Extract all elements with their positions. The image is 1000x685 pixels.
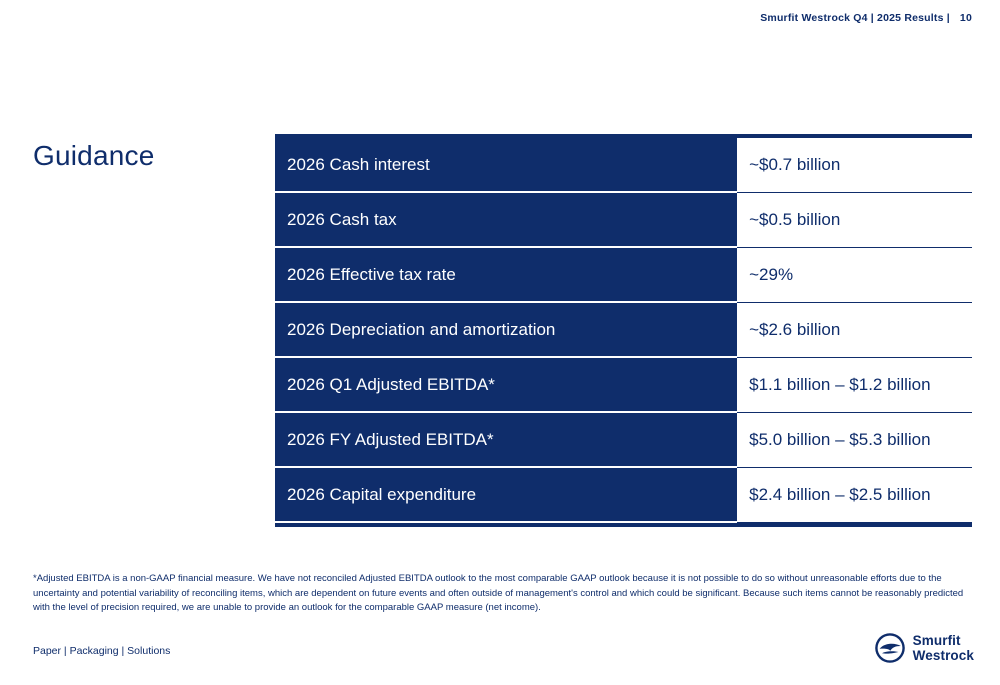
row-label: 2026 Capital expenditure [275, 468, 738, 523]
brand-text: Smurfit Westrock [913, 633, 974, 663]
table-row: 2026 Depreciation and amortization ~$2.6… [275, 303, 972, 358]
table-row: 2026 Q1 Adjusted EBITDA* $1.1 billion – … [275, 358, 972, 413]
row-label: 2026 Effective tax rate [275, 248, 738, 303]
table-top-rule [275, 134, 972, 138]
brand-lockup: Smurfit Westrock [874, 632, 974, 664]
row-value: ~29% [737, 248, 972, 303]
row-label: 2026 Cash tax [275, 193, 738, 248]
smurfit-westrock-logo-icon [874, 632, 906, 664]
row-value: ~$0.7 billion [737, 138, 972, 193]
brand-line-1: Smurfit [912, 632, 961, 648]
table-bottom-rule [275, 523, 972, 527]
row-value: $5.0 billion – $5.3 billion [737, 413, 972, 468]
page-title: Guidance [33, 140, 155, 171]
row-label: 2026 FY Adjusted EBITDA* [275, 413, 738, 468]
footnote: *Adjusted EBITDA is a non-GAAP financial… [33, 573, 964, 614]
row-value: ~$2.6 billion [737, 303, 972, 358]
table-row: 2026 Cash interest ~$0.7 billion [275, 138, 972, 193]
brand-line-2: Westrock [912, 648, 974, 663]
footer-tagline: Paper | Packaging | Solutions [33, 645, 171, 657]
row-label: 2026 Q1 Adjusted EBITDA* [275, 358, 738, 413]
table-row: 2026 FY Adjusted EBITDA* $5.0 billion – … [275, 413, 972, 468]
table-row: 2026 Cash tax ~$0.5 billion [275, 193, 972, 248]
row-label: 2026 Depreciation and amortization [275, 303, 738, 358]
header-title: Smurfit Westrock Q4 | 2025 Results | [760, 12, 950, 24]
row-label: 2026 Cash interest [275, 138, 738, 193]
header-page-number: 10 [959, 12, 972, 24]
slide-header: Smurfit Westrock Q4 | 2025 Results | 10 [760, 12, 972, 24]
row-value: $1.1 billion – $1.2 billion [737, 358, 972, 413]
table-row: 2026 Capital expenditure $2.4 billion – … [275, 468, 972, 523]
row-value: ~$0.5 billion [737, 193, 972, 248]
table-row: 2026 Effective tax rate ~29% [275, 248, 972, 303]
row-value: $2.4 billion – $2.5 billion [737, 468, 972, 523]
guidance-table: 2026 Cash interest ~$0.7 billion 2026 Ca… [275, 134, 972, 527]
